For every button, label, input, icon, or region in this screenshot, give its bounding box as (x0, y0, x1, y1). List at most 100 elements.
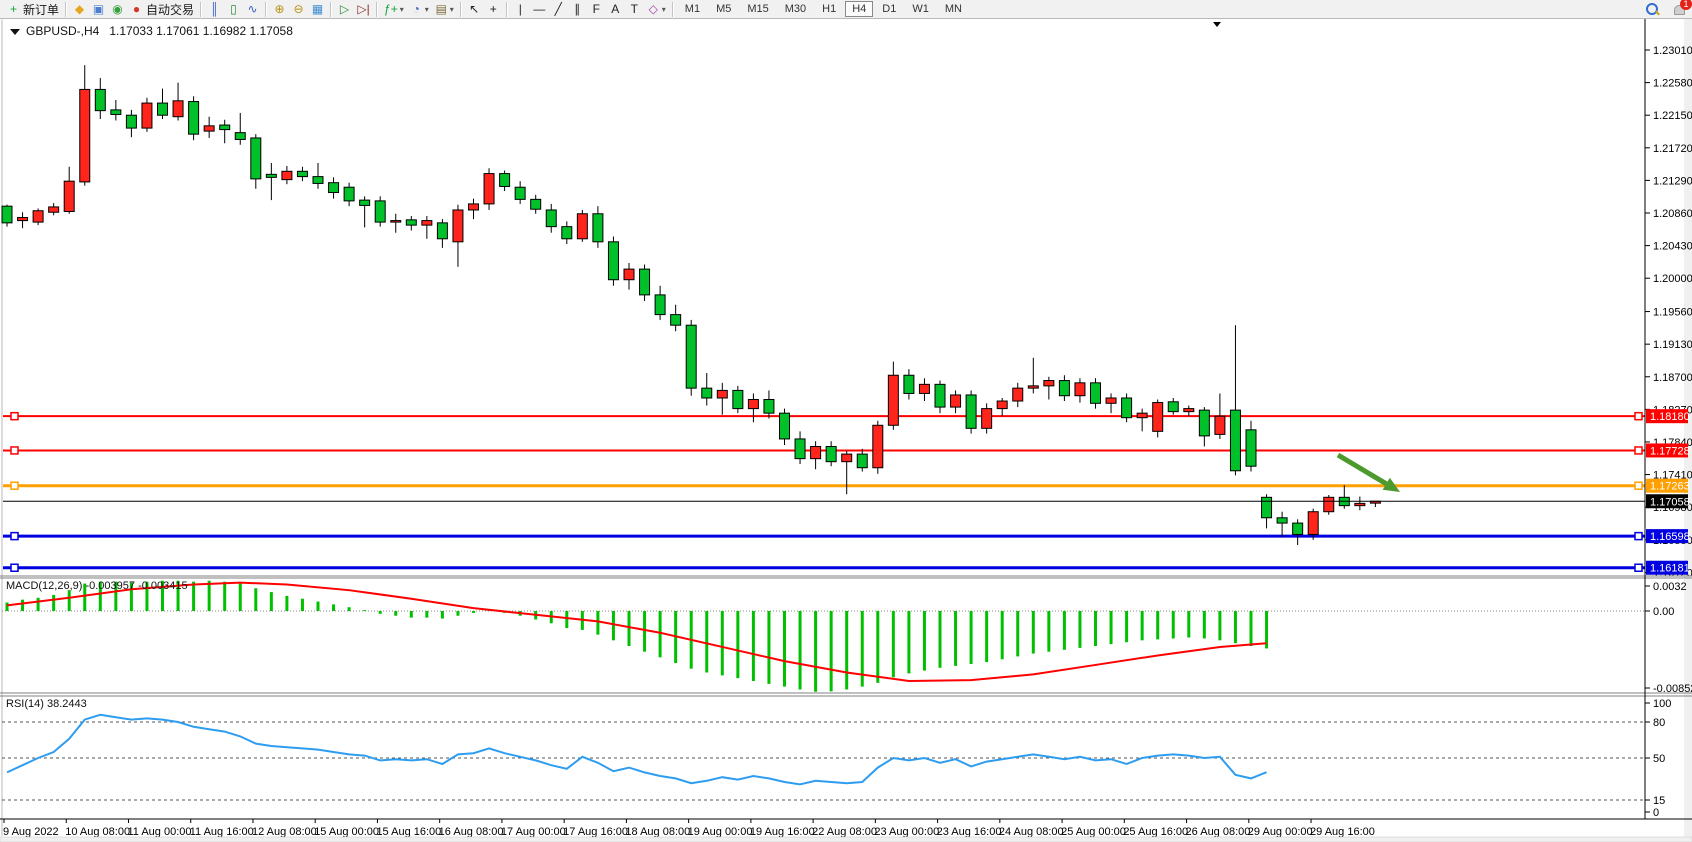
tf-button-D1[interactable]: D1 (882, 3, 897, 15)
svg-text:1.16598: 1.16598 (1650, 531, 1690, 543)
bear-candle (234, 132, 246, 140)
svg-text:15: 15 (1653, 795, 1665, 807)
bull-candle (918, 383, 930, 394)
bull-candle (1183, 408, 1195, 413)
text-button[interactable]: A (606, 1, 625, 18)
svg-text:25 Aug 00:00: 25 Aug 00:00 (1061, 826, 1126, 838)
price-badge (1646, 443, 1688, 458)
bull-candle (1027, 385, 1039, 389)
bull-candle (48, 206, 60, 213)
hline-icon: — (533, 1, 546, 16)
auto-scroll-icon[interactable]: ▷ (335, 1, 354, 18)
bear-candle (499, 173, 511, 187)
shapes-button[interactable]: ◇ ▾ (644, 1, 669, 18)
channel-button[interactable]: ∥ (568, 1, 587, 18)
bull-candle (63, 180, 75, 212)
svg-text:1.20430: 1.20430 (1653, 241, 1692, 253)
profile-icon[interactable]: ▣ (89, 1, 108, 18)
templates-button[interactable]: ▤ ▾ (432, 1, 457, 18)
vline-button[interactable]: | (511, 1, 530, 18)
svg-text:18 Aug 08:00: 18 Aug 08:00 (625, 826, 690, 838)
bull-candle (1307, 511, 1319, 535)
zoom-out-button[interactable]: ⊖ (289, 1, 308, 18)
toolbar-separator (459, 1, 462, 17)
chart-symbol-period: GBPUSD-,H4 (26, 24, 100, 38)
axis-borders (0, 19, 1692, 820)
line-handle (10, 531, 19, 541)
svg-text:29 Aug 00:00: 29 Aug 00:00 (1248, 826, 1313, 838)
bear-candle (110, 109, 122, 115)
bear-candle (779, 412, 790, 440)
notification-bell-icon[interactable]: 1 (1672, 0, 1692, 16)
bear-candle (545, 209, 557, 228)
bull-candle (996, 400, 1008, 410)
svg-text:1.16181: 1.16181 (1650, 563, 1690, 575)
current-price-badge (1646, 494, 1688, 509)
bull-candle (1354, 502, 1366, 507)
bull-candle (747, 399, 759, 410)
search-icon[interactable] (1646, 3, 1658, 15)
line-chart-icon[interactable]: ∿ (243, 1, 262, 18)
svg-text:23 Aug 16:00: 23 Aug 16:00 (937, 826, 1002, 838)
bull-candle (716, 389, 728, 399)
tf-button-MN[interactable]: MN (944, 3, 962, 15)
bull-candle (141, 102, 153, 129)
macd-signal-line (6, 581, 1267, 683)
bear-candle (1, 205, 13, 224)
fibonacci-button[interactable]: F (587, 1, 606, 18)
market-watch-icon[interactable]: ◆ (70, 1, 89, 18)
new-order-button[interactable]: + 新订单 (4, 1, 62, 18)
tf-button-M30[interactable]: M30 (784, 3, 807, 15)
bear-candle (965, 394, 977, 429)
hline-objects[interactable]: 1.18180 1.17728 1.17263 1.16598 1.16181 (3, 409, 1690, 575)
line-handle (1634, 446, 1643, 455)
tf-button-H1[interactable]: H1 (822, 3, 837, 15)
chart-shift-icon[interactable]: ▷| (354, 1, 373, 18)
periods-button[interactable]: ◔ ▾ (407, 1, 432, 18)
signal-icon[interactable]: ◉ (108, 1, 127, 18)
zoom-in-button[interactable]: ⊕ (270, 1, 289, 18)
bear-candle (934, 383, 946, 408)
chart-shift-icon-icon: ▷| (357, 1, 370, 16)
cursor-button[interactable]: ↖ (465, 1, 484, 18)
indicators-button[interactable]: ƒ+ ▾ (381, 1, 407, 18)
bear-candle (312, 176, 324, 184)
toolbar-separator (671, 1, 674, 17)
bar-chart-icon[interactable]: ║ (205, 1, 224, 18)
svg-text:80: 80 (1653, 717, 1665, 729)
tf-button-W1[interactable]: W1 (912, 3, 929, 15)
bear-candle (1121, 397, 1133, 419)
line-handle (1634, 411, 1643, 421)
indicators-icon: ƒ+ (384, 1, 398, 16)
trend-arrow[interactable] (1336, 452, 1400, 492)
bear-candle (670, 314, 682, 326)
crosshair-button[interactable]: + (484, 1, 503, 18)
tf-button-H4[interactable]: H4 (845, 1, 874, 17)
bull-candle (483, 173, 495, 205)
price-badge (1646, 409, 1688, 424)
autotrade-button[interactable]: ● 自动交易 (127, 1, 197, 18)
candle-chart-icon[interactable]: ▯ (224, 1, 243, 18)
bear-candle (359, 199, 371, 206)
bear-candle (343, 186, 355, 202)
symbol-menu-icon[interactable] (10, 29, 20, 35)
svg-text:15 Aug 00:00: 15 Aug 00:00 (314, 826, 379, 838)
svg-text:1.20000: 1.20000 (1653, 273, 1692, 285)
macd-indicator-label: MACD(12,26,9) -0.003957 -0.003415 (6, 580, 188, 592)
chart-canvas[interactable]: 1.23010 1.22580 1.22150 1.21720 1.21290 1.208… (0, 19, 1692, 842)
trendline-button[interactable]: ╱ (549, 1, 568, 18)
tf-button-M15[interactable]: M15 (747, 3, 769, 15)
tile-windows-icon[interactable]: ▦ (308, 1, 327, 18)
bear-candle (250, 137, 262, 180)
chart-top-marker (1213, 22, 1221, 27)
bull-candle (203, 125, 215, 132)
tf-button-M1[interactable]: M1 (684, 3, 701, 15)
tf-button-M5[interactable]: M5 (716, 3, 732, 15)
svg-text:19 Aug 16:00: 19 Aug 16:00 (750, 826, 815, 838)
svg-text:17 Aug 00:00: 17 Aug 00:00 (501, 826, 566, 838)
label-button[interactable]: T (625, 1, 644, 18)
hline-button[interactable]: — (530, 1, 549, 18)
signal-icon-icon: ◉ (112, 1, 123, 16)
